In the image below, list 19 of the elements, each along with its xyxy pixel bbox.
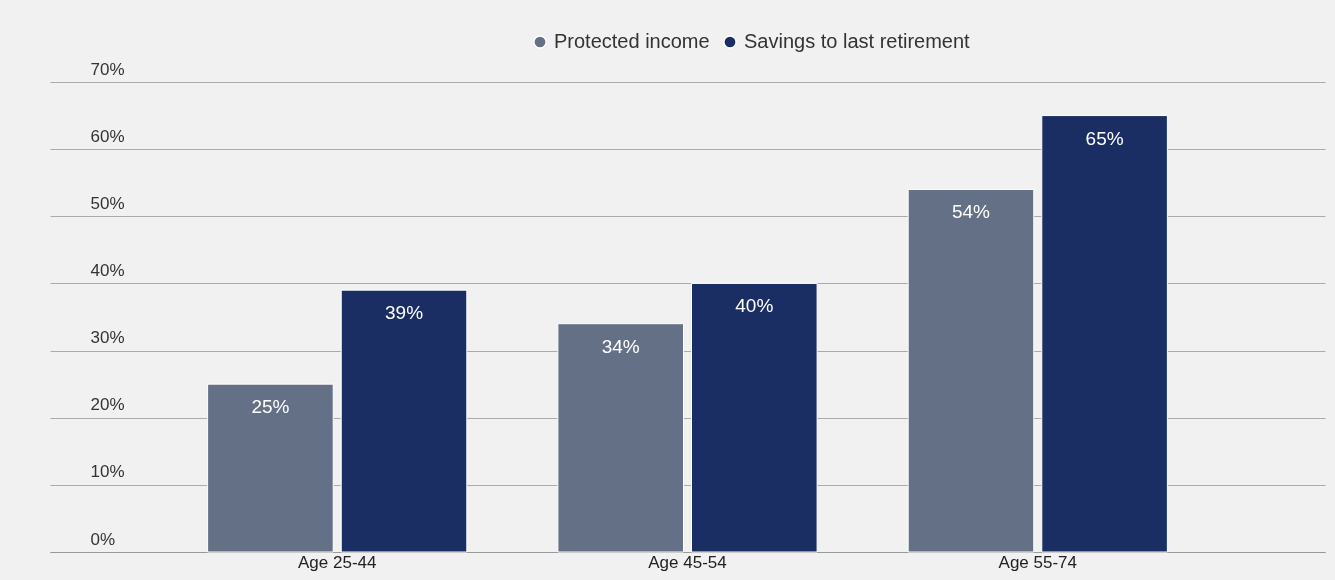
data-label: 65% (1085, 127, 1124, 149)
data-label: 54% (951, 201, 991, 223)
x-tick-label: Age 45-54 (648, 552, 727, 572)
data-label: 34% (601, 335, 640, 357)
y-tick-label: 70% (90, 59, 125, 79)
legend-label: Protected income (554, 30, 710, 52)
data-label: 39% (385, 302, 424, 324)
y-tick-label: 0% (90, 529, 116, 549)
y-tick-label: 60% (90, 126, 125, 146)
legend-label: Savings to last retirement (744, 30, 971, 52)
data-label: 40% (735, 295, 774, 317)
x-tick-label: Age 25-44 (298, 552, 377, 572)
y-tick-label: 10% (90, 462, 125, 482)
y-tick-label: 30% (90, 328, 125, 348)
y-tick-label: 50% (90, 193, 125, 213)
y-tick-label: 40% (90, 260, 125, 280)
data-label: 25% (251, 396, 290, 418)
y-tick-label: 20% (90, 395, 125, 415)
x-tick-label: Age 55-74 (998, 552, 1077, 572)
